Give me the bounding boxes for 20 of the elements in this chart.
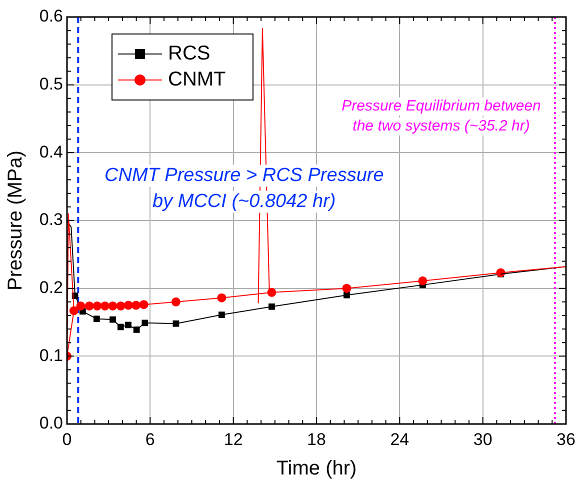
x-tick-label: 18 (307, 430, 326, 449)
x-tick-label: 30 (473, 430, 492, 449)
y-axis-title: Pressure (MPa) (4, 150, 27, 291)
y-tick-label: 0.4 (39, 142, 63, 162)
legend-label: RCS (168, 42, 210, 65)
y-tick-label: 0.2 (39, 278, 63, 298)
y-tick-label: 0.1 (39, 346, 63, 365)
x-tick-label: 36 (556, 430, 576, 449)
x-axis-title: Time (hr) (276, 458, 357, 480)
y-tick-label: 0.5 (39, 74, 63, 94)
x-tick-label: 12 (224, 430, 243, 449)
y-tick-label: 0.3 (39, 210, 63, 230)
x-tick-label: 24 (390, 430, 410, 449)
ref-line-label: CNMT Pressure > RCS Pressure by MCCI (~0.8042 hr) (104, 165, 384, 212)
y-tick-label: 0.6 (39, 6, 63, 26)
x-tick-label: 0 (62, 430, 72, 449)
legend-label: CNMT (168, 68, 226, 91)
x-tick-label: 6 (145, 430, 155, 449)
y-tick-label: 0.0 (39, 414, 63, 433)
ref-line-label: Pressure Equilibrium between the two systems (~35.2 hr) (342, 98, 541, 135)
